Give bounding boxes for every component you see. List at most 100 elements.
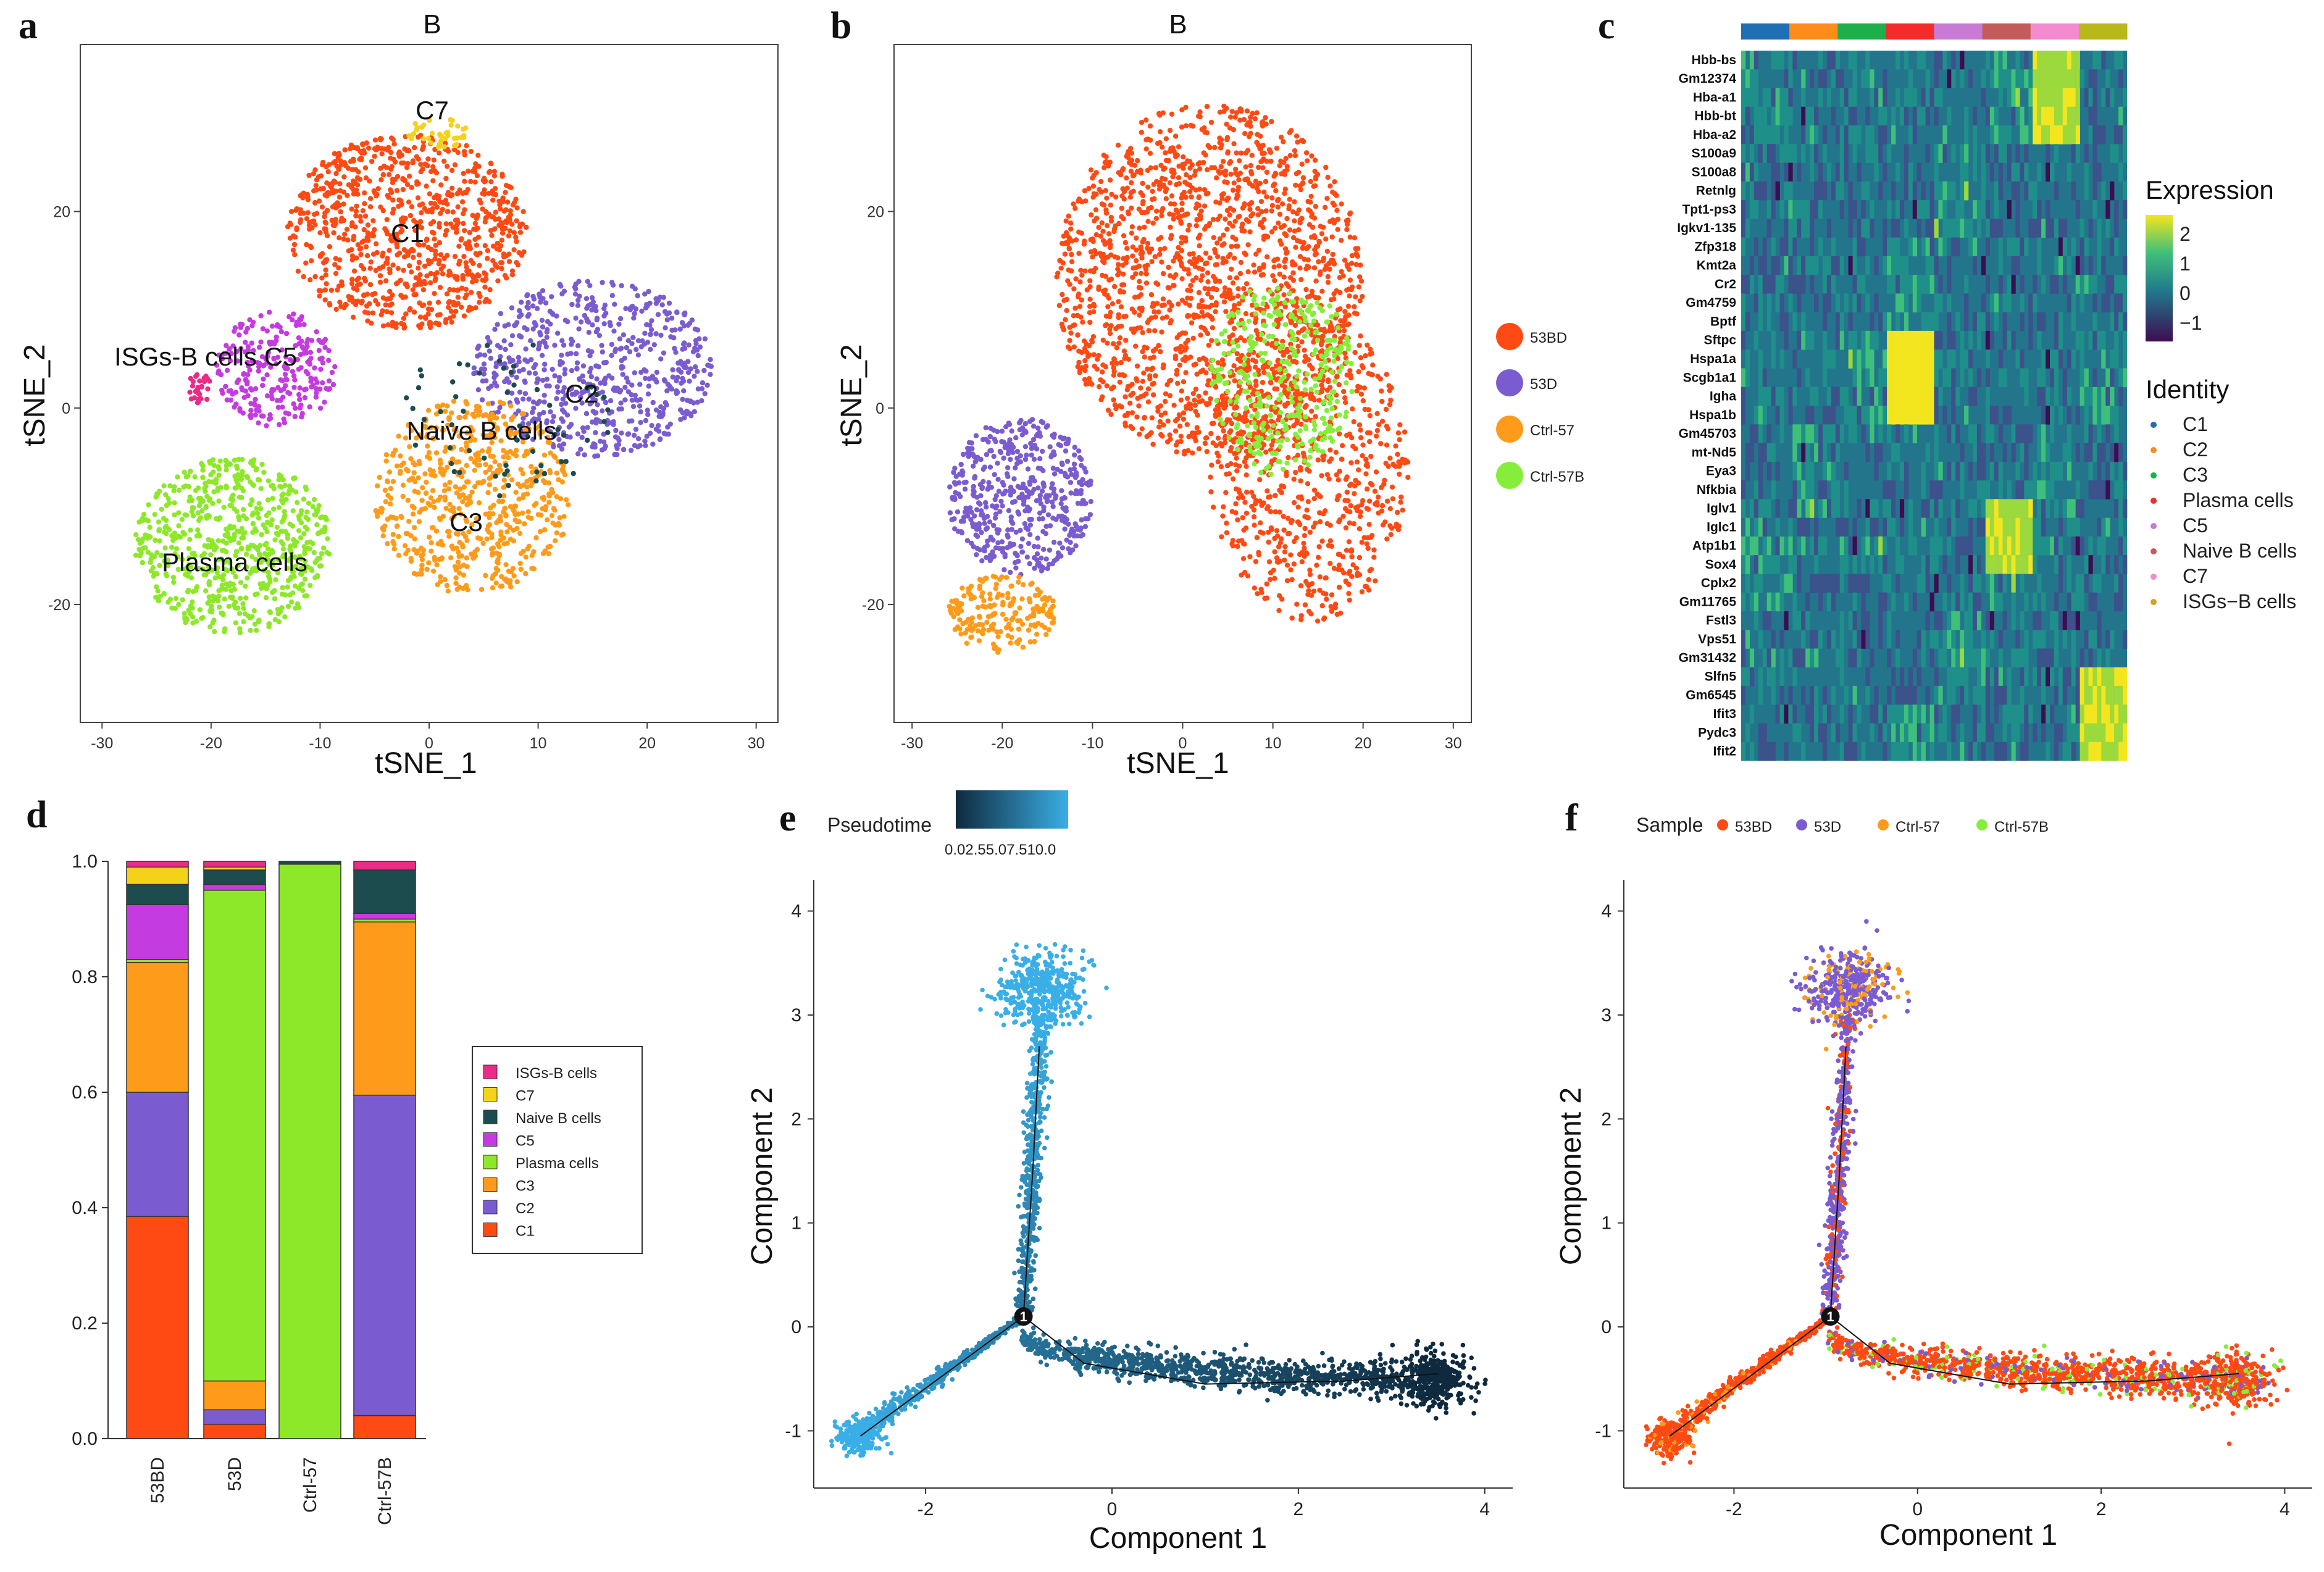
point-c2 (680, 410, 686, 416)
point-plasma (325, 536, 330, 541)
point-isgs (190, 378, 196, 385)
point-c1 (367, 204, 374, 210)
point-53bd (1157, 129, 1163, 135)
point-53bd (1219, 357, 1226, 363)
point-c1 (459, 304, 464, 310)
point-c2 (619, 345, 624, 351)
point-naive (448, 461, 454, 466)
point-c2 (574, 351, 579, 357)
point-c2 (530, 418, 535, 424)
point-53bd (1202, 203, 1208, 209)
point-c3 (398, 453, 403, 459)
point-c7 (455, 123, 461, 129)
point-c3 (550, 490, 556, 496)
point-c2 (669, 387, 675, 392)
point-c1 (384, 217, 390, 222)
point-c1 (367, 282, 374, 288)
point-c1 (327, 244, 333, 249)
point-plasma (203, 480, 208, 486)
point-c1 (482, 179, 487, 185)
point-53bd (1224, 122, 1229, 127)
point-c5 (267, 309, 272, 315)
point-53bd (1064, 296, 1069, 303)
point-53bd (1121, 216, 1126, 222)
point-plasma (309, 567, 315, 574)
point-c3 (461, 572, 467, 578)
point-c2 (609, 353, 614, 358)
point-c1 (412, 144, 417, 151)
point-plasma (286, 489, 292, 495)
point-c3 (412, 488, 417, 494)
point-53bd (1093, 191, 1099, 197)
point-53bd (1185, 295, 1190, 301)
point-c3 (464, 538, 470, 543)
point-plasma (237, 626, 243, 632)
point-c3 (422, 471, 428, 477)
point-c1 (477, 299, 482, 305)
point-plasma (180, 597, 185, 603)
point-c5 (232, 328, 237, 334)
point-c2 (530, 303, 536, 309)
point-c2 (539, 317, 545, 323)
point-plasma (280, 585, 285, 590)
point-53bd (1235, 214, 1241, 220)
point-c3 (501, 477, 507, 483)
point-c1 (423, 316, 428, 321)
point-c1 (469, 272, 475, 278)
point-c3 (467, 500, 474, 506)
point-53bd (1134, 363, 1140, 369)
point-c1 (520, 209, 526, 214)
point-53bd (1088, 167, 1094, 173)
point-53bd (1077, 279, 1083, 285)
point-53bd (1300, 245, 1306, 250)
point-c1 (333, 170, 339, 177)
point-53bd (1190, 251, 1196, 257)
point-c3 (553, 522, 558, 528)
point-53bd (1162, 246, 1168, 251)
point-53bd (1157, 180, 1163, 185)
point-53bd (1303, 266, 1309, 272)
point-53bd (1160, 296, 1166, 302)
point-c2 (569, 368, 575, 374)
point-53bd (1177, 362, 1183, 368)
point-plasma (302, 576, 308, 582)
point-c5 (299, 414, 304, 420)
point-c1 (362, 213, 369, 219)
point-c2 (617, 336, 623, 341)
point-c1 (506, 259, 512, 264)
point-c3 (416, 571, 422, 577)
point-c2 (481, 361, 487, 367)
point-53bd (1183, 300, 1189, 306)
point-53bd (1282, 186, 1288, 192)
point-c2 (520, 367, 526, 372)
point-c1 (490, 191, 496, 197)
point-c1 (391, 141, 397, 147)
point-53bd (1281, 139, 1286, 144)
point-c2 (518, 428, 524, 433)
point-c3 (381, 527, 387, 533)
point-c2 (587, 283, 593, 288)
point-53bd (1282, 169, 1287, 174)
point-53bd (1069, 251, 1074, 257)
point-c3 (424, 566, 430, 572)
point-53bd (1057, 258, 1063, 264)
point-53bd (1082, 346, 1088, 351)
point-c2 (573, 406, 579, 411)
point-53bd (1185, 227, 1191, 233)
point-53bd (1292, 148, 1298, 154)
point-c5 (304, 340, 310, 346)
point-plasma (241, 507, 246, 512)
point-c2 (656, 414, 662, 419)
point-53bd (1269, 203, 1276, 209)
point-53bd (1064, 307, 1069, 314)
point-plasma (195, 485, 201, 491)
point-c3 (406, 477, 412, 483)
point-c2 (622, 385, 628, 390)
point-c1 (331, 178, 337, 184)
point-c2 (614, 452, 620, 458)
point-53bd (1282, 264, 1288, 270)
point-c1 (332, 151, 338, 157)
point-plasma (314, 507, 319, 513)
point-53bd (1292, 262, 1298, 267)
